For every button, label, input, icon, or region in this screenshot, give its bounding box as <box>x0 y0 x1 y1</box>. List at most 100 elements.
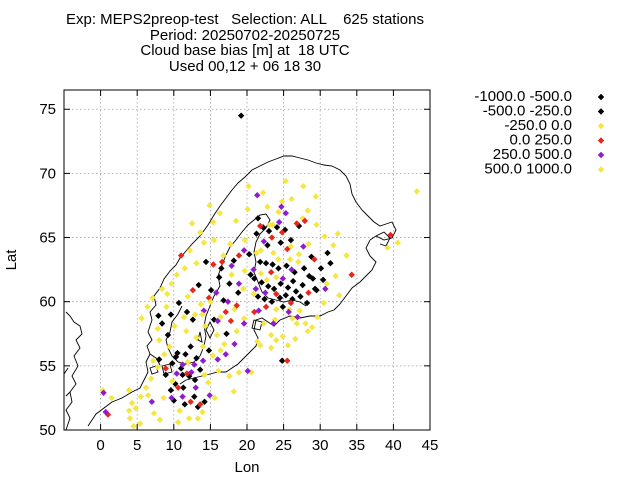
data-point-series-5 <box>267 331 275 339</box>
data-point-series-0 <box>303 299 311 307</box>
data-point-series-2 <box>185 415 193 422</box>
x-tick-label: 25 <box>275 437 292 454</box>
data-point-series-0 <box>259 224 267 231</box>
data-point-series-5 <box>207 298 214 305</box>
coastline-continent <box>87 391 133 427</box>
data-point-series-2 <box>296 307 303 314</box>
data-point-series-0 <box>261 295 268 303</box>
legend-label-5: 500.0 1000.0 <box>484 161 572 178</box>
data-point-series-5 <box>150 357 157 364</box>
data-point-series-2 <box>264 203 271 210</box>
data-point-series-0 <box>270 285 278 293</box>
data-point-series-2 <box>384 244 391 252</box>
island-zealand <box>161 363 173 375</box>
data-point-series-1 <box>167 387 175 394</box>
data-point-series-2 <box>191 311 199 318</box>
data-point-series-2 <box>186 247 194 254</box>
data-point-series-2 <box>293 320 300 327</box>
data-point-series-2 <box>248 369 255 376</box>
data-point-series-2 <box>132 404 139 412</box>
data-point-series-2 <box>230 388 238 395</box>
data-point-series-4 <box>294 313 301 321</box>
data-point-series-0 <box>300 265 308 272</box>
data-point-series-4 <box>240 320 248 327</box>
data-point-series-0 <box>167 311 175 318</box>
data-point-series-0 <box>277 280 284 287</box>
data-point-series-5 <box>257 247 265 254</box>
x-tick-label: 0 <box>96 437 104 454</box>
legend-marker-0 <box>597 93 605 101</box>
data-point-series-2 <box>259 189 267 196</box>
coastline-white-sea <box>375 231 391 247</box>
data-point-series-2 <box>233 328 240 335</box>
data-point-series-3 <box>162 365 169 372</box>
data-point-series-5 <box>302 320 309 327</box>
data-point-series-2 <box>126 415 134 422</box>
data-point-series-4 <box>270 320 277 327</box>
data-point-series-0 <box>210 316 218 323</box>
data-point-series-2 <box>206 202 213 209</box>
data-point-series-2 <box>160 394 167 402</box>
data-point-series-3 <box>256 222 264 230</box>
data-point-series-2 <box>278 198 286 205</box>
data-point-series-0 <box>265 283 272 290</box>
data-point-series-2 <box>240 285 247 293</box>
data-point-series-1 <box>205 347 213 354</box>
x-tick-label: 10 <box>165 437 182 454</box>
data-point-series-4 <box>188 369 195 376</box>
data-point-series-1 <box>319 276 327 284</box>
data-point-series-5 <box>217 347 224 354</box>
data-point-series-0 <box>237 112 245 119</box>
data-point-series-2 <box>292 335 299 343</box>
data-point-series-2 <box>275 208 282 216</box>
data-point-series-4 <box>235 280 243 287</box>
data-point-series-2 <box>232 217 240 225</box>
data-point-series-3 <box>174 384 182 391</box>
data-point-series-4 <box>179 393 186 400</box>
data-point-series-2 <box>149 294 156 302</box>
data-point-series-3 <box>284 357 291 364</box>
y-tick-label: 60 <box>39 294 56 311</box>
data-point-series-2 <box>245 183 252 190</box>
data-point-series-2 <box>144 303 151 311</box>
data-point-series-5 <box>155 336 163 344</box>
data-point-series-5 <box>289 315 296 322</box>
data-point-series-3 <box>268 234 276 241</box>
data-point-series-1 <box>182 351 189 358</box>
data-point-series-0 <box>276 294 284 302</box>
data-point-series-2 <box>304 328 311 335</box>
x-tick-label: 45 <box>422 437 439 454</box>
island-gotland <box>205 320 215 340</box>
data-point-series-2 <box>241 236 249 244</box>
data-point-series-2 <box>196 229 204 236</box>
data-point-series-3 <box>218 258 226 266</box>
data-point-series-0 <box>175 299 183 307</box>
chart-title: Exp: MEPS2preop-test Selection: ALL 625 … <box>0 12 490 74</box>
data-point-series-1 <box>218 265 225 272</box>
data-point-series-2 <box>147 375 155 382</box>
data-point-series-0 <box>207 286 215 294</box>
data-point-series-5 <box>125 407 133 414</box>
data-point-series-2 <box>138 315 145 322</box>
data-point-series-3 <box>233 302 240 309</box>
data-point-series-1 <box>155 312 162 320</box>
data-point-series-4 <box>279 275 287 282</box>
data-point-series-4 <box>222 351 229 358</box>
data-point-series-3 <box>262 303 270 311</box>
data-point-series-2 <box>209 352 216 359</box>
coastline-bothnia <box>225 213 307 307</box>
data-point-series-2 <box>173 271 180 278</box>
data-point-series-0 <box>226 280 233 287</box>
scatter-points <box>99 112 421 430</box>
data-point-series-2 <box>183 328 190 335</box>
data-point-series-2 <box>156 416 164 423</box>
data-point-series-0 <box>215 274 223 281</box>
data-point-series-5 <box>176 407 183 414</box>
data-point-series-2 <box>334 230 341 237</box>
legend: -1000.0 -500.0-500.0 -250.0-250.0 0.00.0… <box>474 88 605 178</box>
data-point-series-2 <box>210 236 218 244</box>
data-point-series-2 <box>171 322 178 330</box>
data-point-series-2 <box>174 419 182 426</box>
data-point-series-2 <box>188 220 196 227</box>
data-point-series-0 <box>181 401 188 408</box>
